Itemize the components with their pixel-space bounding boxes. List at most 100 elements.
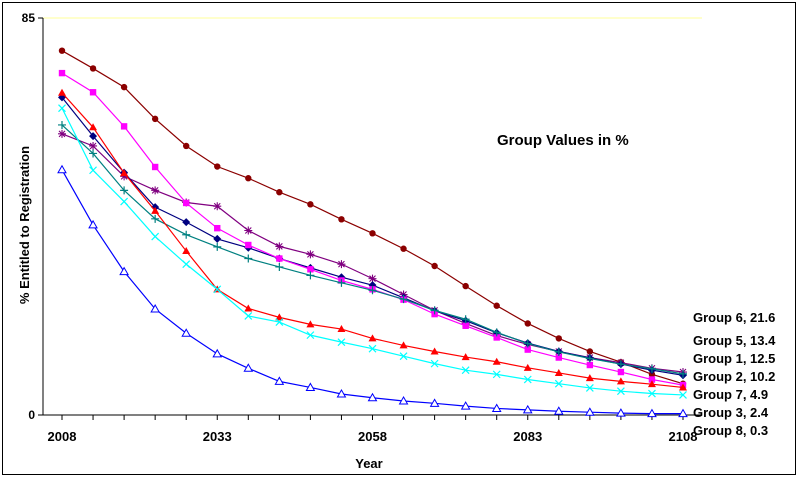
data-point (555, 354, 562, 361)
series-label: Group 8, 0.3 (693, 423, 768, 438)
series-label: Group 6, 21.6 (693, 310, 775, 325)
data-point (89, 141, 98, 150)
data-point (460, 401, 471, 410)
data-point (58, 129, 66, 138)
data-point (585, 374, 594, 382)
data-point (275, 242, 284, 251)
series-group-6 (58, 47, 687, 387)
data-point (120, 83, 128, 91)
data-point (58, 69, 66, 77)
data-point (182, 260, 191, 269)
data-point (182, 218, 191, 227)
data-point (554, 368, 563, 376)
data-point (523, 363, 532, 371)
data-point (244, 312, 253, 320)
data-point (523, 375, 532, 384)
data-point (182, 230, 191, 239)
data-point (555, 335, 562, 342)
data-point (244, 226, 253, 235)
data-point (212, 348, 223, 358)
data-point (213, 202, 222, 211)
data-point (58, 88, 66, 96)
data-point (274, 376, 285, 385)
data-point (275, 318, 284, 326)
series-lines (57, 47, 688, 418)
series-label: Group 2, 10.2 (693, 369, 775, 384)
series-labels: Group 6, 21.6 Group 5, 13.4 Group 1, 12.5 G… (693, 310, 776, 438)
data-point (151, 206, 160, 214)
data-point (679, 390, 687, 399)
x-tick-label: 2033 (203, 429, 232, 444)
data-point (491, 403, 502, 412)
data-point (647, 380, 656, 388)
data-point (524, 320, 531, 327)
data-point (585, 383, 594, 392)
data-point (492, 357, 501, 365)
data-point (461, 366, 470, 375)
data-point (58, 47, 66, 54)
x-axis-label: Year (355, 456, 382, 471)
data-point (214, 163, 221, 170)
data-point (462, 322, 469, 329)
data-point (120, 197, 129, 206)
data-point (522, 404, 533, 414)
data-point (461, 353, 470, 361)
data-point (553, 406, 564, 415)
data-point (493, 334, 500, 341)
data-point (89, 132, 98, 141)
y-tick-label: 85 (22, 11, 36, 25)
data-point (58, 104, 66, 113)
data-point (151, 163, 159, 171)
series-label: Group 1, 12.5 (693, 351, 775, 366)
data-point (120, 169, 129, 177)
x-tick-label: 2108 (669, 429, 698, 444)
data-point (306, 320, 315, 328)
data-point (89, 89, 97, 96)
data-point (399, 341, 408, 349)
data-point (183, 199, 190, 207)
data-point (585, 354, 594, 363)
series-label: Group 5, 13.4 (693, 333, 776, 348)
data-point (213, 234, 222, 243)
data-point (89, 166, 97, 175)
data-point (88, 219, 98, 229)
data-point (616, 387, 625, 396)
data-point (213, 285, 222, 294)
data-point (399, 352, 408, 361)
data-point (430, 359, 439, 368)
data-point (151, 214, 160, 223)
data-point (337, 338, 346, 347)
data-point (461, 315, 470, 324)
data-point (120, 123, 128, 130)
data-point (182, 247, 191, 255)
data-point (648, 376, 656, 383)
data-point (554, 379, 563, 388)
data-point (648, 371, 656, 378)
data-point (244, 254, 253, 263)
data-point (120, 186, 129, 195)
data-point (586, 348, 594, 355)
data-point (554, 347, 563, 356)
data-point (305, 382, 316, 391)
data-point (276, 189, 283, 196)
series-group-4 (58, 104, 687, 399)
data-point (151, 232, 160, 241)
series-label: Group 3, 2.4 (693, 405, 769, 420)
data-point (431, 262, 438, 270)
data-point (275, 262, 284, 271)
data-point (337, 278, 346, 287)
data-point (493, 302, 500, 309)
data-point (523, 339, 532, 348)
data-point (368, 344, 377, 353)
data-point (89, 123, 98, 131)
data-point (243, 363, 254, 372)
data-point (244, 304, 253, 312)
data-point (367, 392, 378, 402)
data-point (524, 346, 531, 353)
axes: 0 85 2008 2033 2058 2083 2108 (22, 11, 702, 444)
data-point (584, 407, 595, 416)
data-point (183, 142, 190, 150)
y-tick-label: 0 (28, 408, 35, 422)
series-group-3 (58, 88, 687, 391)
